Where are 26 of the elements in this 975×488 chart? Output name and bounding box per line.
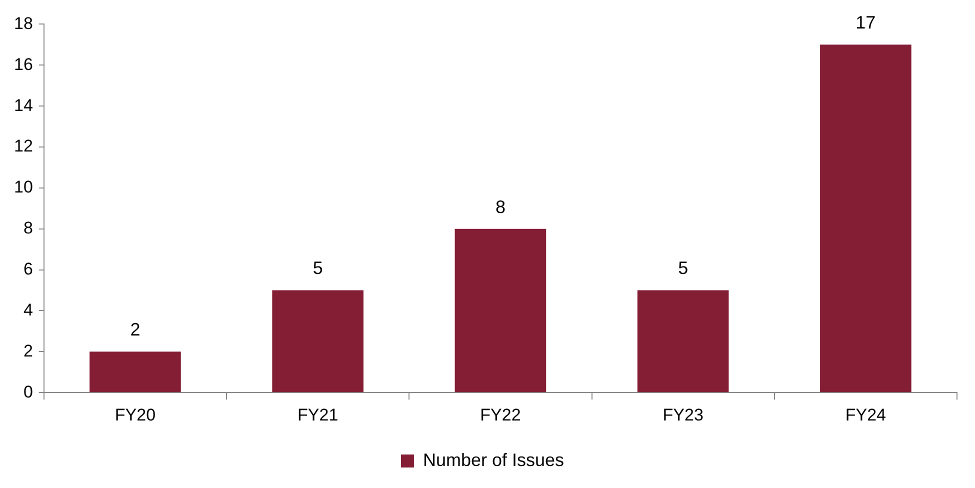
x-tick-label: FY20 [114, 405, 156, 424]
data-label: 2 [130, 320, 140, 340]
y-tick-label: 6 [23, 259, 33, 278]
y-tick-label: 0 [23, 382, 33, 402]
y-tick-label: 12 [14, 136, 33, 156]
legend-label: Number of Issues [422, 450, 564, 470]
bar [90, 352, 181, 392]
data-label: 17 [856, 12, 876, 33]
x-tick-label: FY21 [298, 405, 338, 424]
y-tick-label: 16 [14, 54, 33, 74]
bar [637, 290, 729, 392]
y-tick-label: 2 [23, 341, 33, 360]
y-tick-label: 8 [23, 218, 33, 238]
data-label: 5 [678, 258, 688, 278]
y-tick-label: 4 [23, 300, 33, 320]
data-label: 8 [495, 196, 506, 217]
y-tick-label: 14 [14, 96, 33, 115]
data-label: 5 [312, 258, 323, 278]
bar [272, 290, 364, 392]
bar [820, 44, 912, 392]
bar [454, 228, 546, 392]
x-tick-label: FY24 [845, 405, 886, 424]
x-tick-label: FY23 [662, 405, 704, 424]
x-tick-label: FY22 [480, 405, 521, 424]
y-tick-label: 18 [14, 14, 33, 33]
y-tick-label: 10 [14, 178, 33, 197]
